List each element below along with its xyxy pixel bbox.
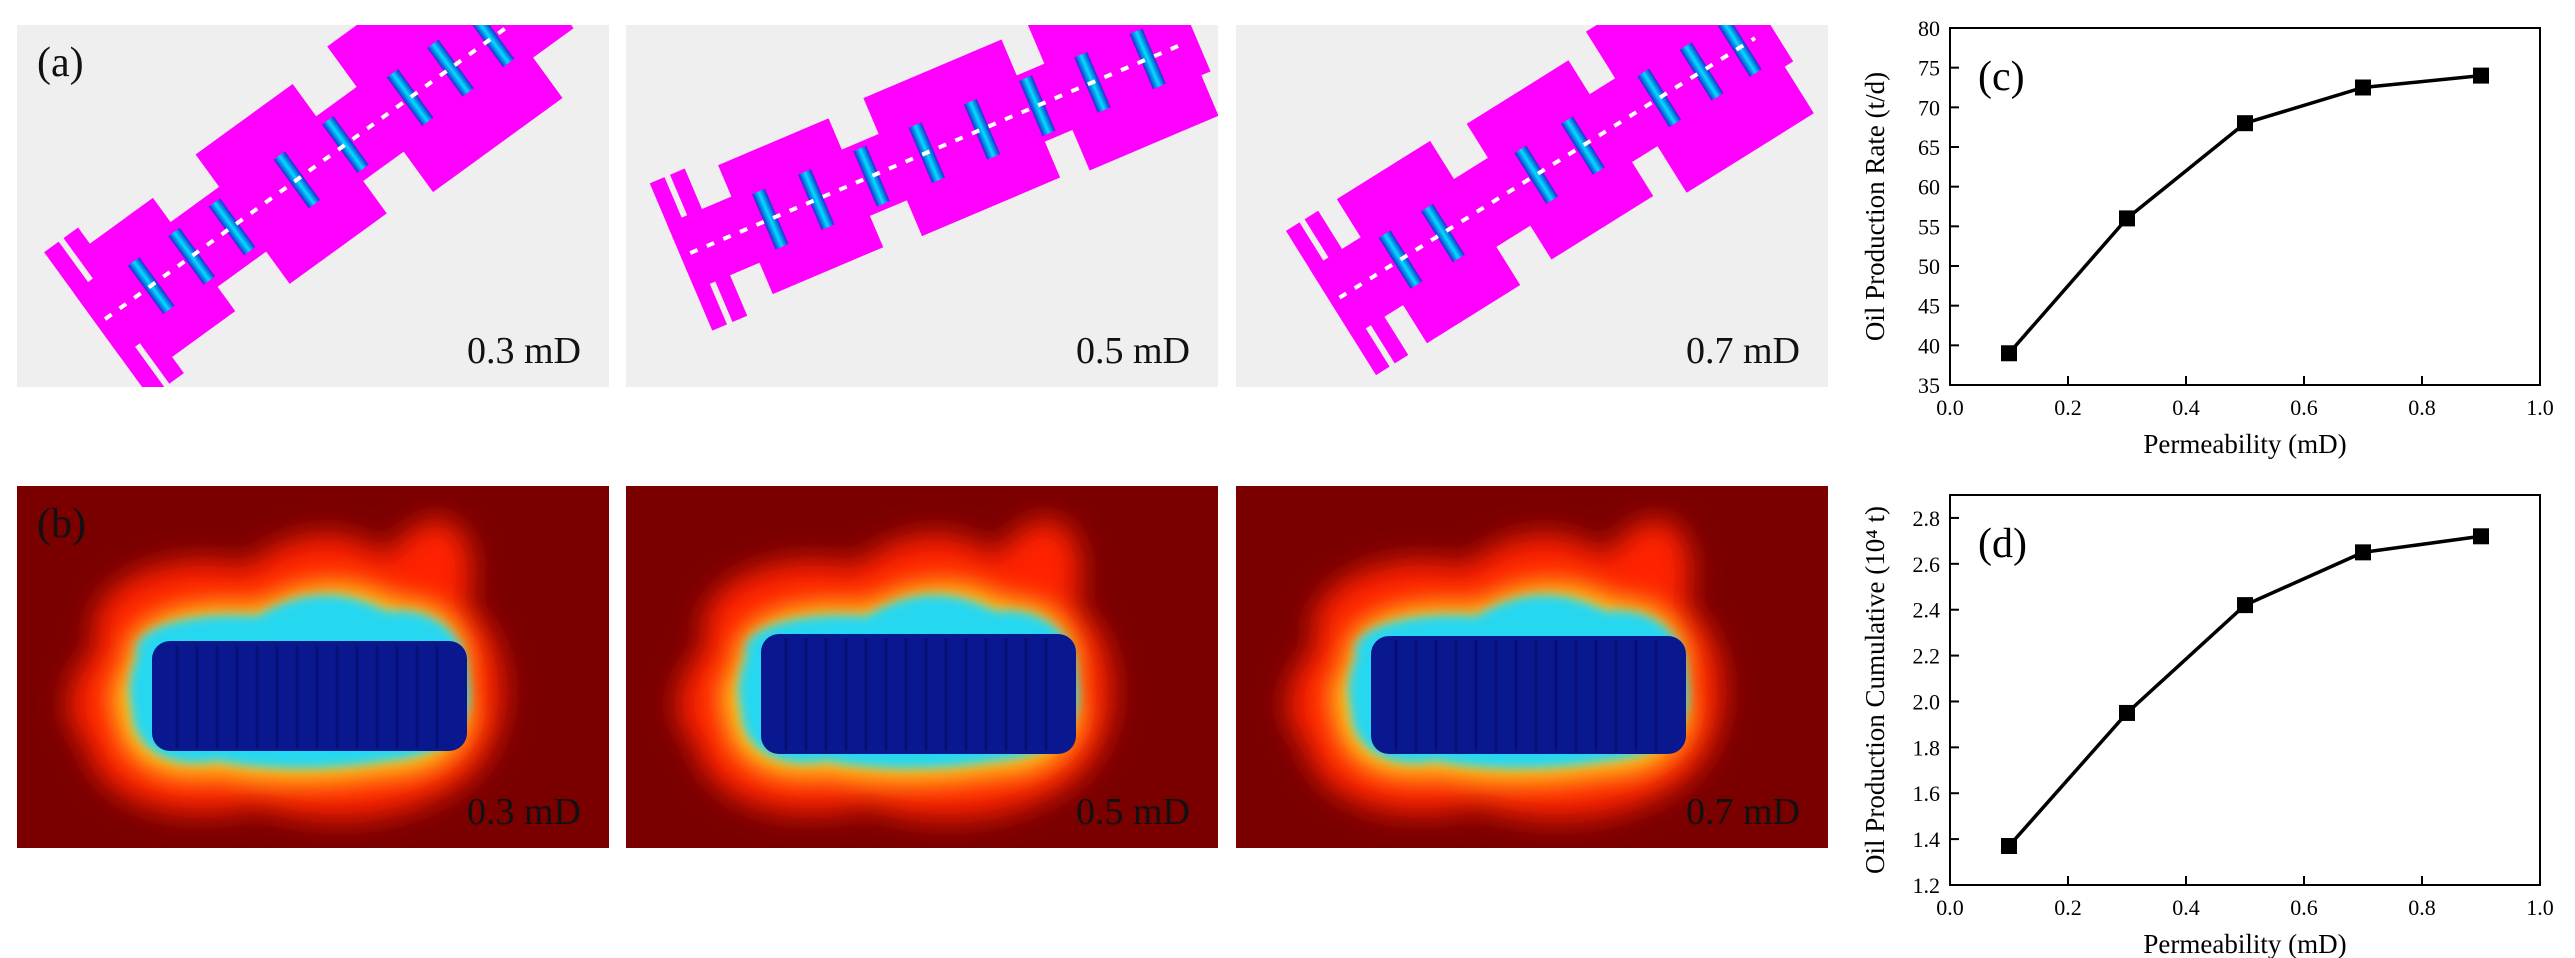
fracture-image	[44, 25, 574, 387]
x-tick-label: 0.8	[2408, 895, 2436, 920]
y-tick-label: 2.2	[1913, 644, 1941, 669]
fracture-image	[649, 25, 1218, 331]
x-axis-label: Permeability (mD)	[2143, 429, 2346, 459]
data-point	[2119, 210, 2135, 227]
permeability-caption: 0.3 mD	[467, 791, 581, 833]
sim-panel-a3: 0.7 mD	[1236, 25, 1828, 387]
y-tick-label: 1.4	[1913, 827, 1941, 852]
sim-panel-a2: 0.5 mD	[626, 25, 1218, 387]
panel-label: (c)	[1978, 54, 2025, 100]
data-point	[2119, 704, 2135, 721]
panel-label: (a)	[37, 40, 84, 86]
y-axis-label: Oil Production Cumulative (10⁴ t)	[1860, 506, 1890, 874]
x-tick-label: 0.8	[2408, 395, 2436, 420]
data-point	[2001, 838, 2017, 854]
x-tick-label: 0.4	[2172, 895, 2200, 920]
y-tick-label: 2.4	[1913, 598, 1941, 623]
pressure-field-image	[1236, 486, 1828, 848]
y-tick-label: 2.8	[1913, 506, 1941, 531]
y-tick-label: 55	[1918, 214, 1940, 239]
y-tick-label: 45	[1918, 294, 1940, 319]
sim-panel-b1: (b) 0.3 mD	[17, 486, 609, 848]
oil-production-rate-chart: 0.0 0.2 0.4 0.6 0.8 1.0 35 40 45 50 55 60 65 70 75 80 Pe…	[1860, 16, 2554, 459]
y-tick-label: 65	[1918, 135, 1940, 160]
y-tick-label: 60	[1918, 175, 1940, 200]
permeability-caption: 0.7 mD	[1686, 330, 1800, 372]
permeability-caption: 0.3 mD	[467, 330, 581, 372]
x-tick-label: 1.0	[2526, 395, 2554, 420]
x-axis-label: Permeability (mD)	[2143, 929, 2346, 958]
y-tick-label: 1.8	[1913, 735, 1941, 760]
permeability-caption: 0.5 mD	[1076, 791, 1190, 833]
x-tick-label: 1.0	[2526, 895, 2554, 920]
x-tick-label: 0.4	[2172, 395, 2200, 420]
y-tick-label: 1.2	[1913, 873, 1941, 898]
series-line	[2007, 534, 2482, 848]
sim-panel-a1: (a) 0.3 mD	[17, 25, 609, 387]
plot-frame	[1949, 27, 2541, 386]
x-tick-label: 0.0	[1936, 395, 1964, 420]
oil-production-cumulative-chart: 0.0 0.2 0.4 0.6 0.8 1.0 1.2 1.4 1.6 1.8 2.0 2.2 2.4 2…	[1860, 494, 2554, 958]
y-tick-label: 1.6	[1913, 781, 1941, 806]
y-tick-label: 35	[1918, 373, 1940, 398]
x-tick-label: 0.2	[2054, 395, 2082, 420]
y-tick-label: 75	[1918, 56, 1940, 81]
permeability-caption: 0.7 mD	[1686, 791, 1800, 833]
y-tick-label: 2.6	[1913, 552, 1941, 577]
y-axis-label: Oil Production Rate (t/d)	[1860, 72, 1890, 341]
x-tick-label: 0.6	[2290, 895, 2318, 920]
data-point	[2001, 345, 2017, 362]
pressure-field-image	[626, 486, 1218, 848]
data-point	[2355, 544, 2371, 561]
panel-label: (b)	[37, 501, 86, 547]
plot-frame	[1949, 494, 2541, 886]
data-point	[2237, 115, 2253, 132]
pressure-field-image	[17, 486, 609, 848]
y-tick-label: 40	[1918, 333, 1940, 358]
y-tick-label: 50	[1918, 254, 1940, 279]
permeability-caption: 0.5 mD	[1076, 330, 1190, 372]
data-point	[2473, 528, 2489, 545]
y-tick-label: 2.0	[1913, 689, 1941, 714]
data-point	[2237, 597, 2253, 614]
fracture-image	[1285, 25, 1814, 376]
data-point	[2355, 79, 2371, 96]
sim-panel-b2: 0.5 mD	[626, 486, 1218, 848]
sim-panel-b3: 0.7 mD	[1236, 486, 1828, 848]
y-tick-label: 70	[1918, 95, 1940, 120]
x-tick-label: 0.0	[1936, 895, 1964, 920]
x-tick-label: 0.6	[2290, 395, 2318, 420]
panel-label: (d)	[1978, 521, 2027, 567]
data-point	[2473, 67, 2489, 84]
x-tick-label: 0.2	[2054, 895, 2082, 920]
y-tick-label: 80	[1918, 16, 1940, 41]
